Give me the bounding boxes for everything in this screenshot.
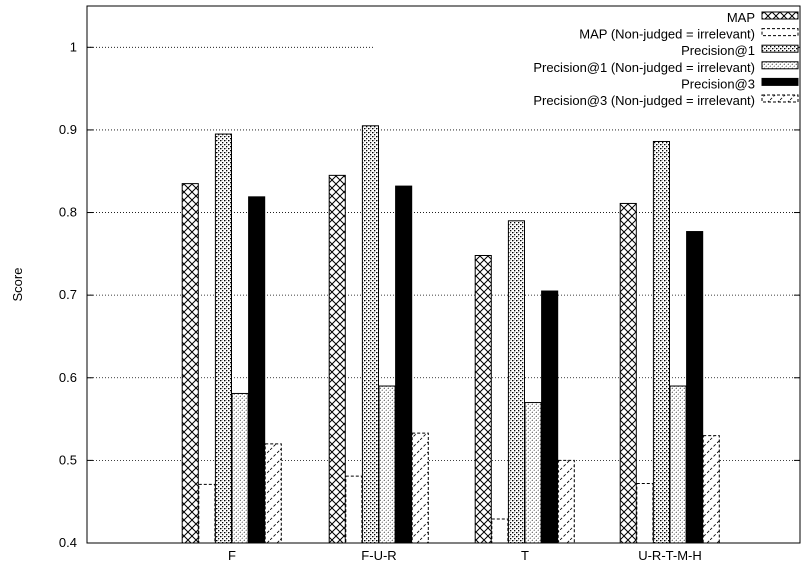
y-tick-label: 1 <box>70 39 77 54</box>
legend-label: MAP <box>727 10 755 25</box>
bar <box>248 196 266 544</box>
bar <box>181 183 199 544</box>
x-tick-label: T <box>521 548 529 563</box>
legend-label: Precision@3 (Non-judged = irrelevant) <box>533 93 755 108</box>
legend-item: MAP (Non-judged = irrelevant) <box>579 27 799 42</box>
bar <box>557 459 575 544</box>
legend-item: Precision@1 (Non-judged = irrelevant) <box>533 60 799 75</box>
legend-item: Precision@1 <box>681 43 799 58</box>
y-tick-label: 0.9 <box>59 122 77 137</box>
legend-label: Precision@3 <box>681 76 755 91</box>
y-tick-label: 0.8 <box>59 205 77 220</box>
legend-item: Precision@3 (Non-judged = irrelevant) <box>533 93 799 108</box>
bar <box>198 483 216 544</box>
bar <box>636 483 654 544</box>
y-axis-label: Score <box>10 268 25 302</box>
bar <box>652 140 671 544</box>
bar <box>507 220 525 544</box>
bar <box>474 254 492 544</box>
bar <box>491 518 509 544</box>
y-tick-label: 0.6 <box>59 370 77 385</box>
legend-label: Precision@1 <box>681 43 755 58</box>
legend-label: Precision@1 (Non-judged = irrelevant) <box>533 60 755 75</box>
bar <box>541 290 559 544</box>
x-tick-label: F-U-R <box>361 548 396 563</box>
bar <box>702 435 720 544</box>
y-tick-label: 0.5 <box>59 452 77 467</box>
bar <box>619 202 637 544</box>
y-tick-label: 0.7 <box>59 287 77 302</box>
legend-label: MAP (Non-judged = irrelevant) <box>579 27 755 42</box>
bar <box>395 185 413 544</box>
legend-swatch <box>761 44 799 53</box>
legend-item: MAP <box>727 10 799 25</box>
x-tick-label: F <box>228 548 236 563</box>
bar <box>264 443 282 544</box>
bar <box>345 475 363 544</box>
bar <box>686 231 704 544</box>
legend-item: Precision@3 <box>681 76 799 91</box>
bar <box>524 402 542 544</box>
bar <box>328 174 346 544</box>
y-tick-label: 0.4 <box>59 535 77 550</box>
bar <box>669 385 687 544</box>
bar <box>214 133 232 544</box>
axes <box>86 5 801 544</box>
bar <box>231 392 249 544</box>
tick-labels: 0.4 0.5 0.6 0.7 0.8 0.9 1 F F-U-R T U-R-T-M-H <box>59 39 702 563</box>
bar <box>361 125 379 544</box>
legend-swatch <box>761 94 799 103</box>
legend-swatch <box>761 28 799 37</box>
bar <box>411 432 429 544</box>
x-tick-label: U-R-T-M-H <box>638 548 702 563</box>
legend-swatch <box>761 11 799 20</box>
plot-frame <box>86 5 801 544</box>
legend-swatch <box>761 77 799 86</box>
bars <box>181 125 720 544</box>
legend-swatch <box>761 61 799 70</box>
bar <box>378 385 396 544</box>
